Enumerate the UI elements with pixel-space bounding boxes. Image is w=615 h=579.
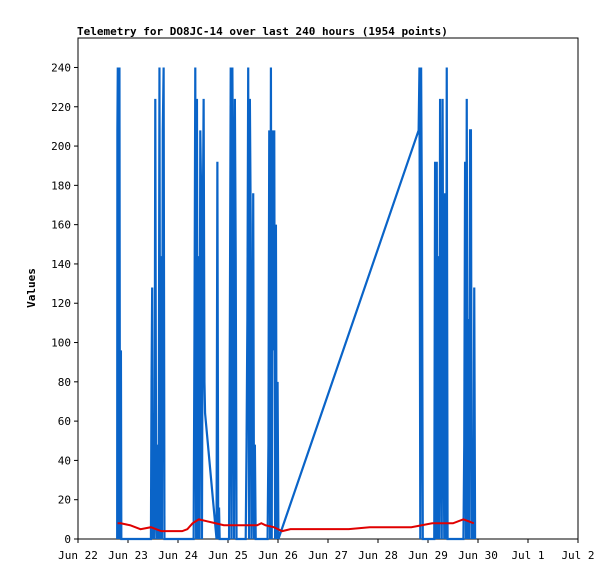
y-tick-label: 20 (58, 494, 71, 507)
x-tick-label: Jun 22 (58, 549, 98, 562)
y-axis: 0 20 40 60 80 100 120 140 160 180 200 220 240 (51, 61, 78, 546)
x-tick-label: Jun 27 (308, 549, 348, 562)
x-tick-label: Jun 30 (458, 549, 498, 562)
x-tick-label: Jul 2 (561, 549, 594, 562)
x-axis: Jun 22 Jun 23 Jun 24 Jun 25 Jun 26 Jun 27 Jun … (58, 539, 595, 562)
y-tick-label: 100 (51, 337, 71, 350)
y-tick-label: 240 (51, 61, 71, 74)
x-tick-label: Jun 29 (408, 549, 448, 562)
series-layer (116, 67, 477, 541)
y-tick-label: 200 (51, 140, 71, 153)
x-tick-label: Jun 28 (358, 549, 398, 562)
y-tick-label: 80 (58, 376, 71, 389)
series-line-1 (116, 67, 477, 541)
y-tick-label: 220 (51, 101, 71, 114)
series-line-2 (117, 518, 475, 533)
x-tick-label: Jun 23 (108, 549, 148, 562)
x-tick-label: Jun 24 (158, 549, 198, 562)
y-axis-label: Values (25, 268, 38, 308)
y-tick-label: 120 (51, 297, 71, 310)
y-tick-label: 160 (51, 219, 71, 232)
x-tick-label: Jul 1 (511, 549, 544, 562)
y-tick-label: 60 (58, 415, 71, 428)
y-tick-label: 180 (51, 179, 71, 192)
x-tick-label: Jun 25 (208, 549, 248, 562)
x-tick-label: Jun 26 (258, 549, 298, 562)
y-tick-label: 0 (64, 533, 71, 546)
y-tick-label: 40 (58, 454, 71, 467)
y-tick-label: 140 (51, 258, 71, 271)
chart-title: Telemetry for DO8JC-14 over last 240 hou… (77, 25, 448, 38)
